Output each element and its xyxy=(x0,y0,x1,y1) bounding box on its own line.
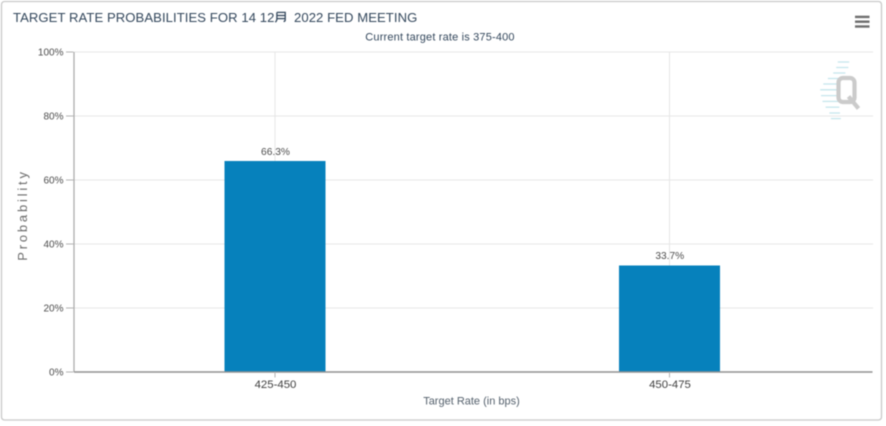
svg-text:450-475: 450-475 xyxy=(649,379,691,391)
svg-text:20%: 20% xyxy=(43,304,63,315)
svg-text:Probability: Probability xyxy=(15,169,30,261)
svg-text:Current target rate is 375-400: Current target rate is 375-400 xyxy=(365,32,514,44)
svg-text:TARGET RATE PROBABILITIES FOR: TARGET RATE PROBABILITIES FOR 14 12 xyxy=(13,10,275,25)
svg-text:2022 FED MEETING: 2022 FED MEETING xyxy=(294,10,417,25)
svg-text:0%: 0% xyxy=(49,368,64,379)
svg-text:66.3%: 66.3% xyxy=(261,147,290,158)
svg-text:425-450: 425-450 xyxy=(255,379,297,391)
svg-text:33.7%: 33.7% xyxy=(655,251,684,262)
svg-text:Target Rate (in bps): Target Rate (in bps) xyxy=(423,396,520,408)
svg-text:80%: 80% xyxy=(43,112,63,123)
svg-text:40%: 40% xyxy=(43,240,63,251)
svg-text:100%: 100% xyxy=(38,48,64,59)
svg-text:60%: 60% xyxy=(43,176,63,187)
